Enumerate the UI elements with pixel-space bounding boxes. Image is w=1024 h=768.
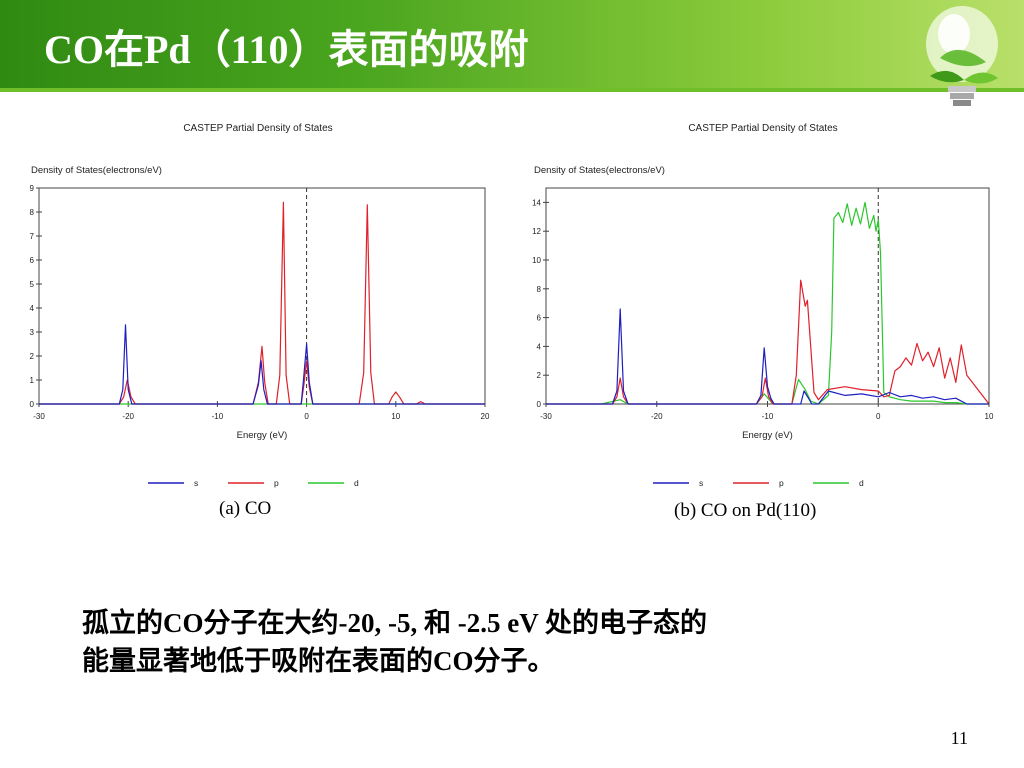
y-tick-label: 2 <box>30 352 35 361</box>
y-tick-label: 4 <box>30 304 35 313</box>
x-tick-label: -20 <box>122 412 134 421</box>
y-tick-label: 10 <box>532 256 541 265</box>
y-tick-label: 12 <box>532 227 541 236</box>
chart-co-on-pd110-pdos: CASTEP Partial Density of States Density … <box>532 123 994 488</box>
y-tick-label: 1 <box>30 376 35 385</box>
chart-title: CASTEP Partial Density of States <box>688 123 837 134</box>
y-tick-label: 7 <box>30 232 35 241</box>
x-tick-label: -30 <box>540 412 552 421</box>
legend-label-p: p <box>274 478 279 488</box>
body-line-1: 孤立的CO分子在大约-20, -5, 和 -2.5 eV 处的电子态的 <box>82 608 707 638</box>
y-axis-label: Density of States(electrons/eV) <box>534 165 665 176</box>
body-line-2: 能量显著地低于吸附在表面的CO分子。 <box>82 646 555 676</box>
plot-frame <box>545 187 990 405</box>
series-line-s <box>39 324 485 405</box>
slide-title: CO在Pd（110）表面的吸附 <box>44 27 529 72</box>
y-tick-label: 6 <box>537 314 542 323</box>
x-tick-label: 10 <box>985 412 994 421</box>
x-axis-label: Energy (eV) <box>237 430 288 441</box>
y-tick-label: 14 <box>532 198 541 207</box>
legend-label-d: d <box>859 478 864 488</box>
y-tick-label: 8 <box>537 285 542 294</box>
series-line-s <box>546 308 989 405</box>
caption-a: (a) CO <box>219 498 272 519</box>
x-axis-label: Energy (eV) <box>742 430 793 441</box>
x-tick-label: 20 <box>481 412 490 421</box>
x-tick-label: 0 <box>304 412 309 421</box>
series-line-p <box>546 279 990 405</box>
series-line-d <box>546 201 989 405</box>
header-banner <box>0 0 1024 92</box>
y-tick-label: 3 <box>30 328 35 337</box>
chart-title: CASTEP Partial Density of States <box>183 123 332 134</box>
y-tick-label: 4 <box>537 342 542 351</box>
y-tick-label: 6 <box>30 256 35 265</box>
legend-label-d: d <box>354 478 359 488</box>
page-number: 11 <box>950 728 968 748</box>
x-tick-label: -10 <box>762 412 774 421</box>
x-tick-label: 0 <box>876 412 881 421</box>
header-divider <box>0 88 1024 92</box>
legend-label-s: s <box>194 478 198 488</box>
chart-co-pdos: CASTEP Partial Density of States Density … <box>30 123 490 488</box>
x-tick-label: -10 <box>212 412 224 421</box>
y-tick-label: 2 <box>537 371 542 380</box>
y-tick-label: 5 <box>30 280 35 289</box>
y-tick-label: 0 <box>30 400 35 409</box>
y-tick-label: 8 <box>30 208 35 217</box>
lightbulb-logo-icon <box>926 6 998 106</box>
x-tick-label: 10 <box>391 412 400 421</box>
x-tick-label: -20 <box>651 412 663 421</box>
caption-b: (b) CO on Pd(110) <box>674 500 817 521</box>
body-text: 孤立的CO分子在大约-20, -5, 和 -2.5 eV 处的电子态的 能量显著… <box>82 604 942 680</box>
legend-label-p: p <box>779 478 784 488</box>
x-tick-label: -30 <box>33 412 45 421</box>
y-tick-label: 0 <box>537 400 542 409</box>
y-axis-label: Density of States(electrons/eV) <box>31 165 162 176</box>
legend-label-s: s <box>699 478 703 488</box>
y-tick-label: 9 <box>30 184 35 193</box>
